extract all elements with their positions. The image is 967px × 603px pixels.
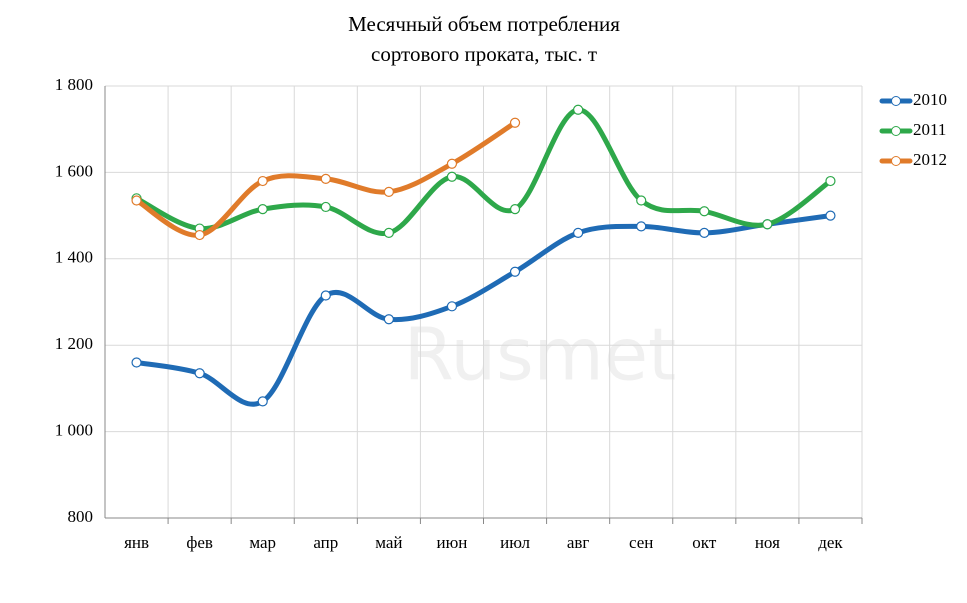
x-tick-label: июн (437, 533, 468, 552)
point-marker (825, 175, 836, 187)
point-marker (383, 227, 394, 238)
y-tick-label: 1 200 (55, 334, 93, 353)
legend-marker (891, 156, 901, 166)
point-marker (636, 195, 647, 206)
y-tick-label: 1 000 (55, 421, 93, 440)
point-marker (636, 221, 647, 232)
point-marker (320, 173, 331, 184)
point-marker (509, 204, 521, 215)
chart-title: сортового проката, тыс. т (371, 42, 597, 66)
point-marker (131, 195, 142, 206)
y-tick-label: 1 600 (55, 161, 93, 180)
point-marker (194, 368, 205, 379)
legend-marker (891, 96, 901, 106)
y-tick-label: 1 400 (55, 248, 93, 267)
point-marker (383, 186, 394, 197)
point-marker (573, 227, 584, 238)
point-marker (825, 210, 836, 221)
x-tick-label: дек (818, 533, 843, 552)
point-marker (446, 171, 458, 182)
point-marker (257, 175, 268, 187)
x-tick-label: апр (313, 533, 338, 552)
x-tick-label: янв (124, 533, 149, 552)
point-marker (509, 117, 521, 128)
legend-label: 2010 (913, 90, 947, 109)
point-marker (320, 201, 331, 213)
point-marker (762, 219, 773, 230)
watermark: Rusmet (404, 313, 677, 397)
x-tick-label: окт (692, 533, 717, 552)
x-tick-label: фев (186, 533, 213, 552)
y-tick-label: 1 800 (55, 75, 93, 94)
chart-title: Месячный объем потребления (348, 12, 620, 36)
x-tick-label: май (375, 533, 402, 552)
point-marker (509, 266, 521, 277)
x-tick-label: мар (249, 533, 276, 552)
legend-label: 2012 (913, 150, 947, 169)
x-tick-label: авг (567, 533, 590, 552)
point-marker (573, 104, 584, 115)
point-marker (194, 229, 205, 241)
point-marker (257, 204, 268, 215)
legend-marker (891, 126, 901, 136)
x-tick-label: сен (629, 533, 653, 552)
point-marker (320, 290, 331, 301)
point-marker (383, 314, 394, 325)
point-marker (699, 227, 710, 238)
point-marker (131, 357, 142, 368)
point-marker (257, 396, 268, 407)
point-marker (699, 206, 710, 217)
point-marker (446, 301, 458, 312)
x-tick-label: июл (500, 533, 530, 552)
x-tick-label: ноя (755, 533, 780, 552)
point-marker (446, 158, 458, 169)
y-tick-label: 800 (68, 507, 94, 526)
legend-label: 2011 (913, 120, 946, 139)
